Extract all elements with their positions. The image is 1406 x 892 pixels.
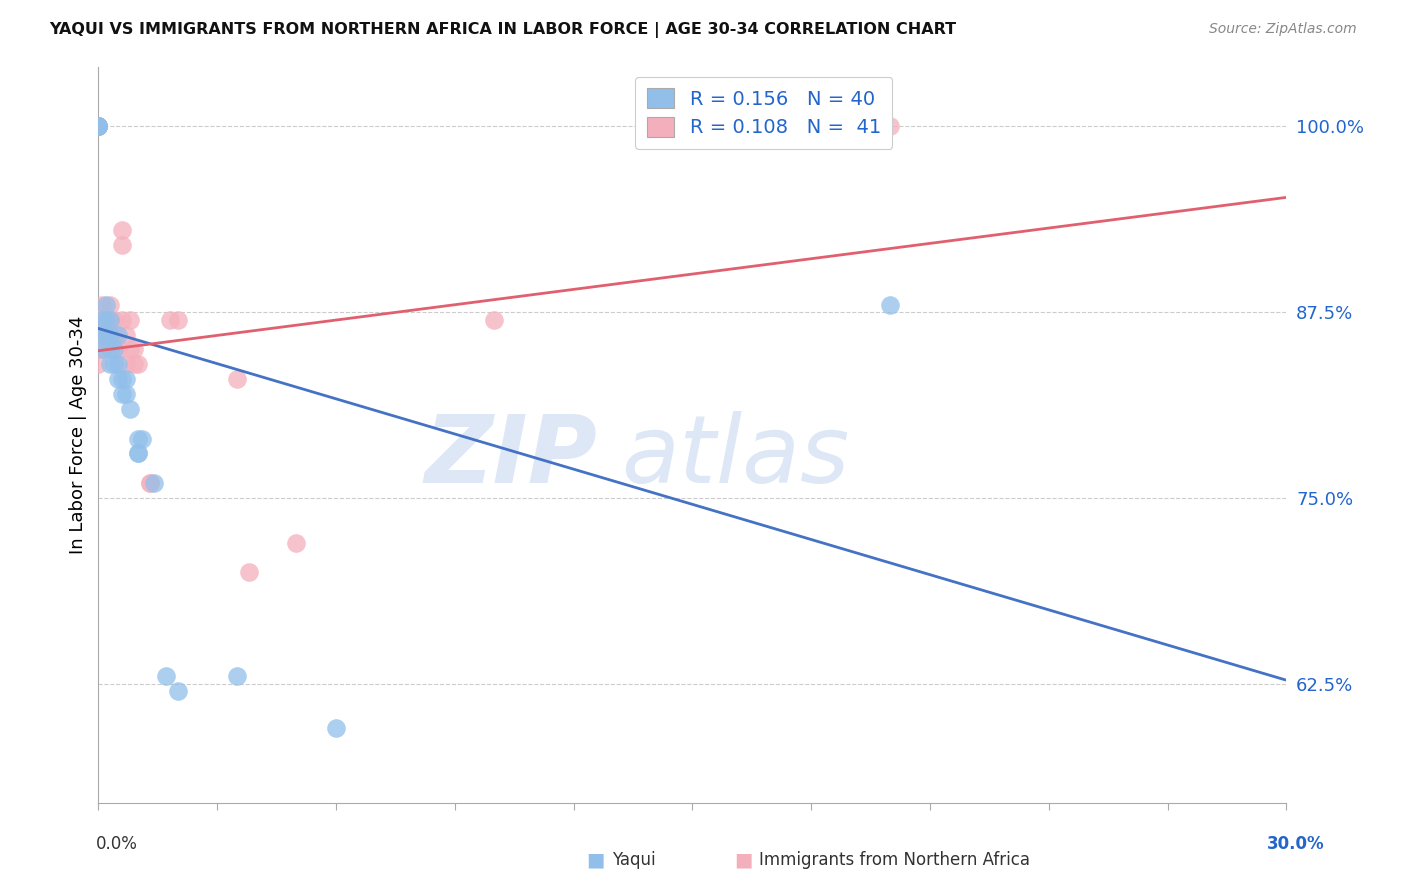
Point — [91, 312, 114, 326]
Point — [91, 298, 114, 312]
Point — [98, 312, 121, 326]
Point — [285, 535, 308, 549]
Point — [879, 298, 901, 312]
Point — [127, 432, 149, 446]
Point — [98, 312, 121, 326]
Point — [107, 343, 129, 357]
Point — [120, 312, 142, 326]
Text: Immigrants from Northern Africa: Immigrants from Northern Africa — [759, 851, 1031, 869]
Point — [98, 298, 121, 312]
Point — [96, 327, 118, 342]
Point — [87, 327, 110, 342]
Point — [87, 120, 110, 134]
Point — [111, 312, 134, 326]
Legend: R = 0.156   N = 40, R = 0.108   N =  41: R = 0.156 N = 40, R = 0.108 N = 41 — [636, 77, 893, 149]
Point — [155, 669, 177, 683]
Point — [87, 357, 110, 371]
Point — [111, 372, 134, 386]
Point — [103, 327, 125, 342]
Point — [87, 343, 110, 357]
Point — [111, 387, 134, 401]
Point — [96, 327, 118, 342]
Point — [127, 357, 149, 371]
Text: 30.0%: 30.0% — [1267, 835, 1324, 853]
Text: ■: ■ — [734, 850, 752, 869]
Point — [107, 372, 129, 386]
Point — [142, 476, 165, 491]
Text: ■: ■ — [586, 850, 605, 869]
Point — [91, 312, 114, 326]
Point — [87, 120, 110, 134]
Point — [325, 722, 347, 736]
Point — [127, 446, 149, 460]
Text: ZIP: ZIP — [425, 411, 598, 503]
Point — [107, 357, 129, 371]
Point — [87, 312, 110, 326]
Point — [98, 343, 121, 357]
Y-axis label: In Labor Force | Age 30-34: In Labor Force | Age 30-34 — [69, 316, 87, 554]
Point — [91, 327, 114, 342]
Point — [87, 312, 110, 326]
Point — [103, 312, 125, 326]
Text: Yaqui: Yaqui — [612, 851, 655, 869]
Point — [120, 401, 142, 416]
Point — [98, 357, 121, 371]
Text: atlas: atlas — [621, 411, 849, 502]
Point — [122, 357, 145, 371]
Point — [87, 327, 110, 342]
Point — [87, 120, 110, 134]
Point — [111, 223, 134, 237]
Point — [879, 120, 901, 134]
Point — [98, 327, 121, 342]
Point — [96, 298, 118, 312]
Point — [87, 120, 110, 134]
Point — [87, 120, 110, 134]
Point — [103, 343, 125, 357]
Point — [87, 120, 110, 134]
Point — [103, 357, 125, 371]
Point — [159, 312, 181, 326]
Point — [115, 327, 138, 342]
Point — [96, 312, 118, 326]
Point — [96, 312, 118, 326]
Point — [96, 343, 118, 357]
Point — [127, 446, 149, 460]
Point — [87, 120, 110, 134]
Point — [139, 476, 162, 491]
Point — [96, 312, 118, 326]
Point — [98, 312, 121, 326]
Point — [87, 120, 110, 134]
Point — [87, 120, 110, 134]
Point — [120, 343, 142, 357]
Point — [98, 327, 121, 342]
Point — [226, 372, 249, 386]
Text: 0.0%: 0.0% — [96, 835, 138, 853]
Point — [91, 343, 114, 357]
Point — [484, 312, 506, 326]
Point — [122, 343, 145, 357]
Point — [166, 312, 188, 326]
Point — [131, 432, 153, 446]
Point — [115, 357, 138, 371]
Point — [115, 387, 138, 401]
Point — [238, 566, 260, 580]
Point — [166, 684, 188, 698]
Point — [91, 343, 114, 357]
Point — [107, 327, 129, 342]
Text: YAQUI VS IMMIGRANTS FROM NORTHERN AFRICA IN LABOR FORCE | AGE 30-34 CORRELATION : YAQUI VS IMMIGRANTS FROM NORTHERN AFRICA… — [49, 22, 956, 38]
Point — [115, 372, 138, 386]
Text: Source: ZipAtlas.com: Source: ZipAtlas.com — [1209, 22, 1357, 37]
Point — [139, 476, 162, 491]
Point — [91, 327, 114, 342]
Point — [226, 669, 249, 683]
Point — [103, 343, 125, 357]
Point — [111, 238, 134, 252]
Point — [87, 120, 110, 134]
